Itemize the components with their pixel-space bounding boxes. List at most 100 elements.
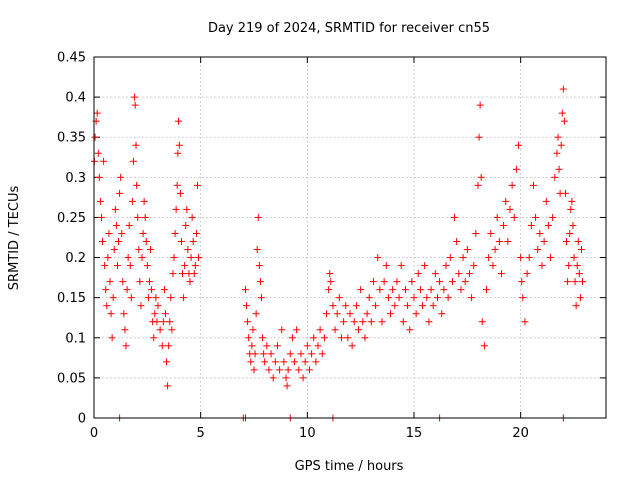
data-point — [367, 318, 375, 326]
data-point — [542, 197, 550, 205]
data-point — [574, 238, 582, 246]
data-point — [263, 342, 271, 350]
data-point — [468, 294, 476, 302]
data-point — [267, 350, 275, 358]
data-point — [323, 310, 331, 318]
data-point — [280, 358, 288, 366]
data-point — [107, 310, 115, 318]
data-point — [551, 173, 559, 181]
data-point — [121, 326, 129, 334]
data-point — [534, 246, 542, 254]
data-point — [116, 189, 124, 197]
data-point — [563, 238, 571, 246]
data-point — [491, 246, 499, 254]
data-point — [436, 278, 444, 286]
data-point — [326, 270, 334, 278]
data-point — [120, 310, 128, 318]
data-point — [475, 133, 483, 141]
data-point — [363, 310, 371, 318]
data-point — [257, 294, 265, 302]
data-point — [154, 302, 162, 310]
data-point — [297, 350, 305, 358]
data-point — [568, 197, 576, 205]
data-point — [256, 278, 264, 286]
data-point — [113, 262, 121, 270]
data-point — [112, 221, 120, 229]
data-point — [259, 334, 267, 342]
data-point — [195, 254, 203, 262]
data-point — [288, 334, 296, 342]
data-point — [577, 246, 585, 254]
data-point — [348, 342, 356, 350]
data-point — [423, 294, 431, 302]
data-point — [124, 254, 132, 262]
data-point — [291, 358, 299, 366]
data-point — [455, 270, 463, 278]
data-point — [393, 278, 401, 286]
data-point — [94, 149, 102, 157]
data-point — [106, 278, 114, 286]
data-point — [122, 342, 130, 350]
data-point — [126, 262, 134, 270]
data-point — [547, 254, 555, 262]
data-point — [433, 294, 441, 302]
data-point — [329, 302, 337, 310]
data-point — [576, 294, 584, 302]
data-point — [179, 270, 187, 278]
data-point — [502, 197, 510, 205]
data-point — [276, 366, 284, 374]
data-point — [141, 213, 149, 221]
data-point — [251, 350, 259, 358]
data-point — [442, 262, 450, 270]
data-point — [173, 181, 181, 189]
data-point — [175, 141, 183, 149]
data-point — [571, 278, 579, 286]
data-point — [167, 294, 175, 302]
data-point — [532, 213, 540, 221]
data-point — [145, 278, 153, 286]
data-point — [101, 262, 109, 270]
data-point — [254, 213, 262, 221]
data-point — [252, 310, 260, 318]
data-point — [525, 254, 533, 262]
data-point — [421, 262, 429, 270]
data-point — [575, 270, 583, 278]
data-point — [174, 149, 182, 157]
data-point — [181, 262, 189, 270]
data-point — [96, 197, 104, 205]
data-point — [243, 302, 251, 310]
data-point — [110, 246, 118, 254]
data-point — [325, 286, 333, 294]
data-point — [357, 286, 365, 294]
data-point — [500, 221, 508, 229]
data-point — [159, 318, 167, 326]
y-tick-label: 0.15 — [57, 291, 86, 306]
y-tick-label: 0.25 — [57, 211, 86, 226]
data-point — [255, 262, 263, 270]
data-point — [171, 229, 179, 237]
data-point — [572, 302, 580, 310]
data-point — [340, 318, 348, 326]
data-point — [143, 262, 151, 270]
data-point — [273, 342, 281, 350]
data-point — [104, 254, 112, 262]
data-point — [91, 133, 99, 141]
data-point — [188, 213, 196, 221]
data-point — [283, 382, 291, 390]
data-point — [241, 286, 249, 294]
data-point — [265, 366, 273, 374]
data-point — [404, 302, 412, 310]
data-point — [397, 262, 405, 270]
data-point — [569, 221, 577, 229]
data-point — [184, 246, 192, 254]
y-tick-label: 0.45 — [57, 51, 86, 66]
data-point — [327, 278, 335, 286]
data-point — [284, 366, 292, 374]
data-point — [295, 366, 303, 374]
data-point — [384, 294, 392, 302]
data-point — [480, 342, 488, 350]
data-point — [540, 238, 548, 246]
data-point — [536, 229, 544, 237]
data-point — [352, 302, 360, 310]
chart-title: Day 219 of 2024, SRMTID for receiver cn5… — [208, 21, 490, 36]
